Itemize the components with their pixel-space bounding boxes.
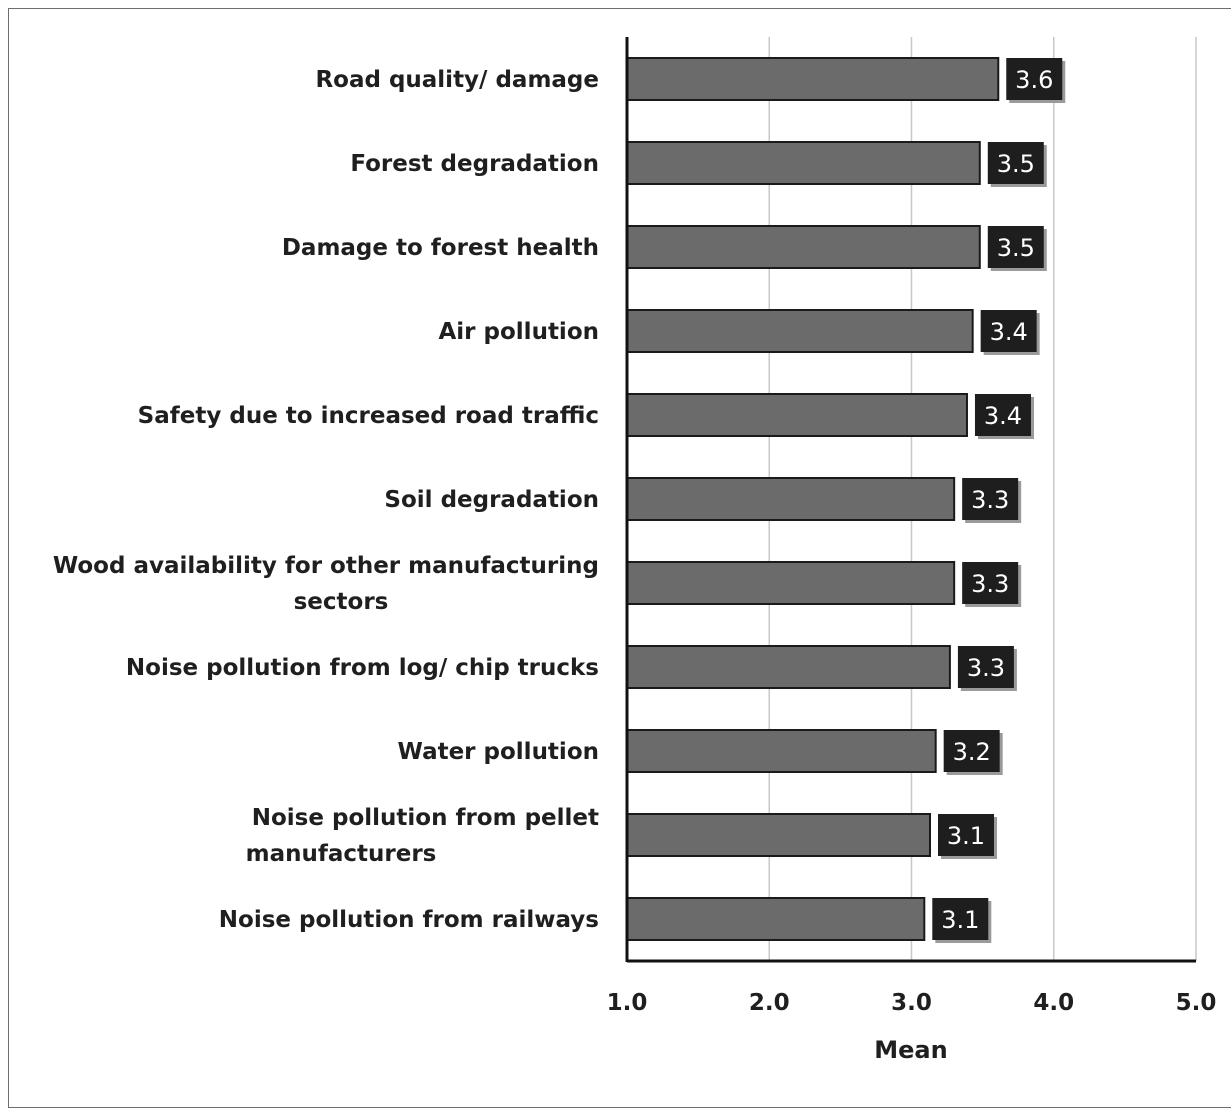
data-label: 3.1 [947, 822, 985, 850]
x-tick-label: 2.0 [749, 990, 790, 1016]
bar [627, 478, 954, 520]
category-label: Road quality/ damage [315, 67, 599, 93]
bar [627, 226, 980, 268]
data-label: 3.4 [984, 402, 1022, 430]
x-tick-label: 4.0 [1033, 990, 1074, 1016]
category-labels: Road quality/ damage Forest degradation Da… [53, 67, 599, 933]
data-label: 3.3 [971, 570, 1009, 598]
category-label: Water pollution [398, 739, 599, 765]
category-label: Safety due to increased road traffic [138, 403, 599, 429]
data-label: 3.5 [997, 150, 1035, 178]
bar [627, 562, 954, 604]
bar [627, 898, 924, 940]
x-tick-label: 3.0 [891, 990, 932, 1016]
bar [627, 394, 967, 436]
data-label: 3.3 [967, 654, 1005, 682]
category-label: Damage to forest health [282, 235, 599, 261]
bar [627, 310, 973, 352]
bar [627, 58, 998, 100]
bar [627, 646, 950, 688]
bar [627, 142, 980, 184]
category-label: Air pollution [439, 319, 600, 345]
data-label: 3.4 [990, 318, 1028, 346]
x-tick-label: 5.0 [1176, 990, 1217, 1016]
x-tick-label: 1.0 [607, 990, 648, 1016]
x-axis-title: Mean [874, 1036, 947, 1064]
data-label: 3.1 [941, 906, 979, 934]
data-label: 3.5 [997, 234, 1035, 262]
category-label: Noise pollution from log/ chip trucks [126, 655, 599, 681]
category-label: Wood availability for other manufacturin… [53, 553, 599, 615]
bar [627, 730, 936, 772]
data-label: 3.6 [1015, 66, 1053, 94]
category-label: Noise pollution from pellet manufacturers [246, 805, 599, 867]
bars: 3.6 3.5 3.5 3.4 3.4 3.3 3.3 3.3 3.2 3.1 3.1 [627, 58, 1065, 943]
data-label: 3.2 [953, 738, 991, 766]
bar [627, 814, 930, 856]
category-label: Soil degradation [384, 487, 599, 513]
category-label: Noise pollution from railways [219, 907, 599, 933]
data-label: 3.3 [971, 486, 1009, 514]
category-label: Forest degradation [350, 151, 599, 177]
